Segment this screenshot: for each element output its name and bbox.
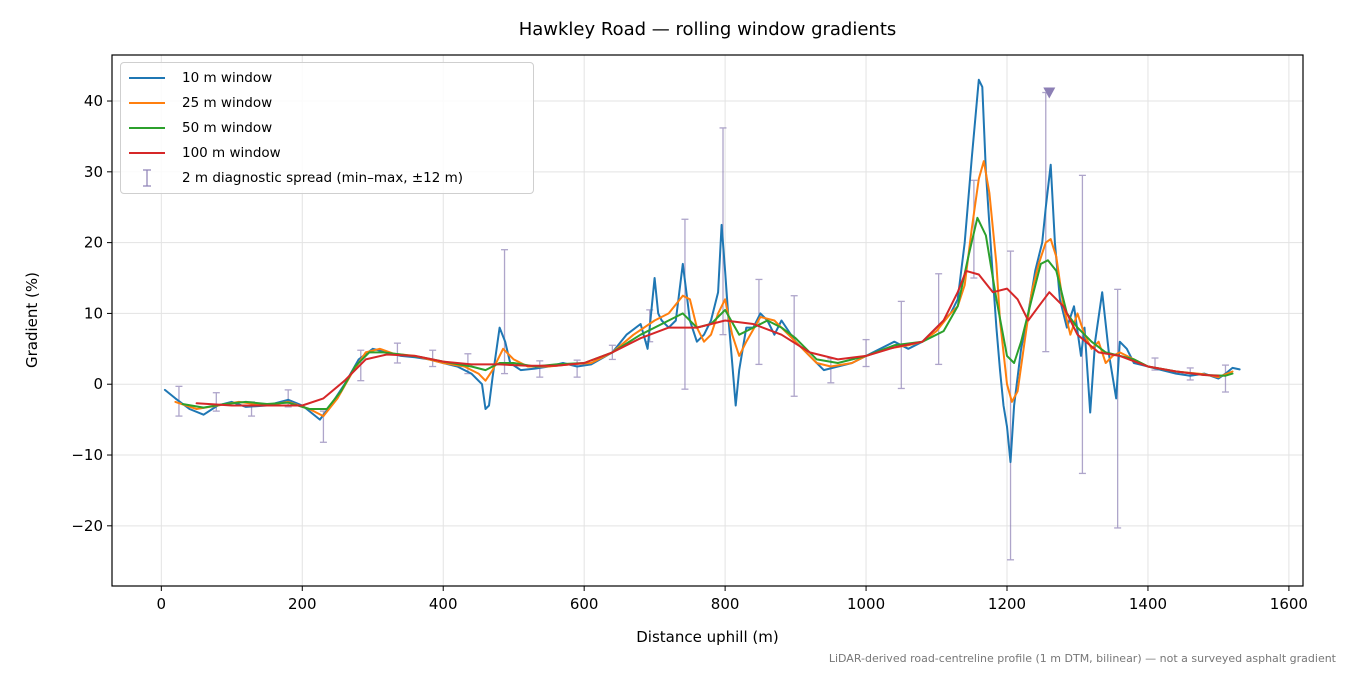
legend-item-100m: 100 m window (129, 143, 281, 163)
legend-item-50m: 50 m window (129, 118, 272, 138)
y-tick-label: 30 (84, 163, 103, 181)
y-tick-label: −20 (71, 517, 103, 535)
x-tick-label: 1000 (847, 595, 885, 613)
footnote: LiDAR-derived road-centreline profile (1… (828, 652, 1336, 665)
y-tick-label: 0 (93, 375, 103, 393)
peak-marker (1043, 87, 1056, 99)
errorbar (1078, 174, 1086, 475)
legend-label-25m: 25 m window (182, 95, 273, 111)
legend-item-25m: 25 m window (129, 93, 272, 113)
errorbar (935, 273, 943, 366)
series-line-3 (195, 269, 1220, 407)
x-tick-label: 1600 (1270, 595, 1308, 613)
x-tick-label: 600 (570, 595, 599, 613)
legend-swatch-10m (129, 77, 165, 79)
errorbar (501, 249, 509, 375)
x-tick-label: 1400 (1129, 595, 1167, 613)
errorbar (284, 389, 292, 408)
errorbar (755, 278, 763, 366)
errorbar (1114, 288, 1122, 529)
errorbar (1221, 364, 1229, 393)
errorbar (536, 360, 544, 378)
x-tick-label: 1200 (988, 595, 1026, 613)
x-axis-label: Distance uphill (m) (636, 628, 779, 646)
errorbar (212, 392, 220, 412)
legend-label-10m: 10 m window (182, 70, 273, 86)
legend-swatch-100m (129, 152, 165, 154)
legend-label-100m: 100 m window (182, 145, 281, 161)
legend-item-10m: 10 m window (129, 68, 272, 88)
errorbar (790, 295, 798, 397)
series-layer (163, 78, 1241, 464)
y-axis-label: Gradient (%) (23, 271, 41, 369)
chart-title: Hawkley Road — rolling window gradients (518, 19, 897, 40)
legend-item-errorbar: 2 m diagnostic spread (min–max, ±12 m) (129, 168, 463, 188)
axis-ticks: 0 200 400 600 800 1000 1200 1400 1600 −20 −10 0 10 20… (71, 92, 1308, 613)
y-tick-label: 20 (84, 234, 103, 252)
errorbar (681, 218, 689, 390)
series-line-1 (174, 160, 1234, 418)
legend-label-errorbar: 2 m diagnostic spread (min–max, ±12 m) (182, 170, 464, 186)
y-tick-label: 40 (84, 92, 103, 110)
x-tick-label: 800 (711, 595, 740, 613)
legend-swatch-25m (129, 102, 165, 104)
errorbar (862, 338, 870, 368)
legend-swatch-errorbar (143, 169, 151, 187)
legend-label-50m: 50 m window (182, 120, 273, 136)
legend-swatch-50m (129, 127, 165, 129)
legend: 10 m window 25 m window 50 m window 100 … (120, 62, 534, 194)
x-tick-label: 0 (157, 595, 167, 613)
x-tick-label: 200 (288, 595, 317, 613)
series-line-2 (181, 216, 1234, 410)
plot-frame (111, 54, 1304, 587)
y-tick-label: −10 (71, 446, 103, 464)
errorbar (393, 342, 401, 364)
errorbar (429, 349, 437, 368)
errorbar (1007, 250, 1015, 561)
y-tick-label: 10 (84, 304, 103, 322)
x-tick-label: 400 (429, 595, 458, 613)
